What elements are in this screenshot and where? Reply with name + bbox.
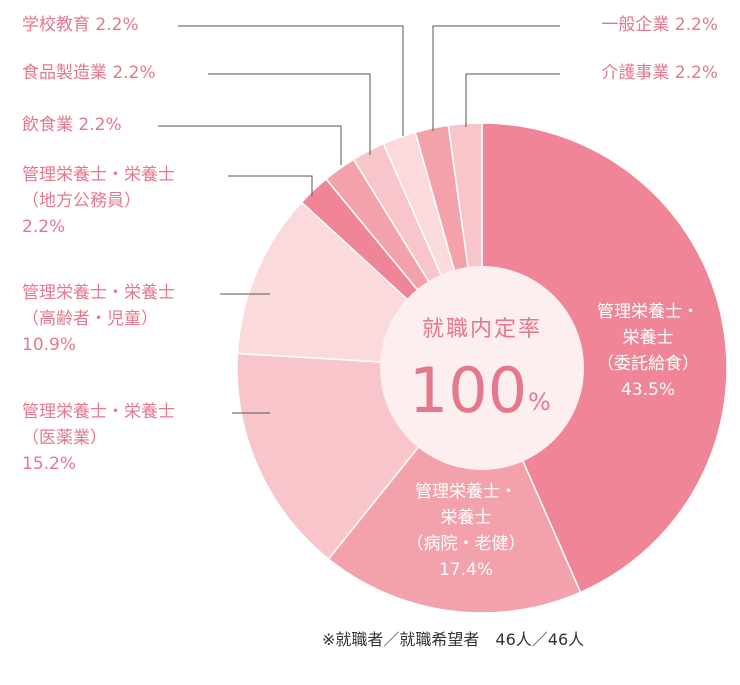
slice-percentage: 10.9%	[22, 335, 76, 355]
slice-percentage: 17.4%	[439, 560, 493, 580]
slice-label-line: （地方公務員）	[22, 191, 141, 211]
slice-label-text: 食品製造業 2.2%	[22, 63, 156, 83]
leader-line-5	[228, 175, 313, 196]
slice-percentage: 15.2%	[22, 454, 76, 474]
leader-line-9	[432, 25, 560, 131]
slice-label-text: 一般企業 2.2%	[601, 15, 718, 35]
slice-label-line: （病院・老健）	[407, 534, 526, 554]
slice-label-text: 飲食業 2.2%	[22, 115, 122, 135]
leader-line-7	[208, 73, 371, 155]
pie-slice-1	[481, 122, 728, 594]
slice-percentage: 43.5%	[621, 380, 675, 400]
slice-label-line: 管理栄養士・栄養士	[22, 283, 175, 303]
slice-label-8: 学校教育 2.2%	[22, 15, 139, 35]
slice-label-line: 管理栄養士・栄養士	[22, 165, 175, 185]
leader-line-6	[158, 125, 342, 165]
slice-label-line: 栄養士	[623, 328, 674, 348]
slice-label-5: 管理栄養士・栄養士 （地方公務員） 2.2%	[22, 165, 175, 237]
slice-label-line: 管理栄養士・栄養士	[22, 402, 175, 422]
slice-label-line: （委託給食）	[597, 354, 699, 374]
center-unit: %	[528, 388, 551, 416]
footnote: ※就職者／就職希望者 46人／46人	[322, 630, 584, 649]
center-hole	[380, 266, 584, 470]
slice-label-10: 介護事業 2.2%	[601, 63, 718, 83]
slice-label-4: 管理栄養士・栄養士 （高齢者・児童） 10.9%	[22, 283, 175, 355]
slice-label-7: 食品製造業 2.2%	[22, 63, 156, 83]
center-value: 100	[409, 354, 527, 427]
slice-label-line: 栄養士	[441, 508, 492, 528]
slice-label-9: 一般企業 2.2%	[601, 15, 718, 35]
slice-label-6: 飲食業 2.2%	[22, 115, 122, 135]
slice-label-line: 管理栄養士・	[597, 302, 699, 322]
center-title: 就職内定率	[422, 317, 542, 342]
slice-label-text: 学校教育 2.2%	[22, 15, 139, 35]
slice-label-line: （高齢者・児童）	[22, 309, 158, 329]
pie-slice-2	[327, 366, 582, 614]
slice-label-line: 管理栄養士・	[415, 482, 517, 502]
slice-label-2: 管理栄養士・栄養士 （病院・老健） 17.4%	[407, 482, 526, 580]
slice-label-text: 介護事業 2.2%	[601, 63, 718, 83]
slice-percentage: 2.2%	[22, 217, 65, 237]
leader-lines	[158, 25, 560, 414]
leader-line-8	[178, 25, 404, 136]
leader-line-10	[465, 73, 560, 127]
slice-label-3: 管理栄養士・栄養士 （医薬業） 15.2%	[22, 402, 175, 474]
slice-label-1: 管理栄養士・栄養士 （委託給食） 43.5%	[597, 302, 699, 400]
slice-labels: 管理栄養士・栄養士（委託給食）43.5%管理栄養士・栄養士（病院・老健）17.4…	[22, 15, 718, 580]
slice-label-line: （医薬業）	[22, 428, 107, 448]
